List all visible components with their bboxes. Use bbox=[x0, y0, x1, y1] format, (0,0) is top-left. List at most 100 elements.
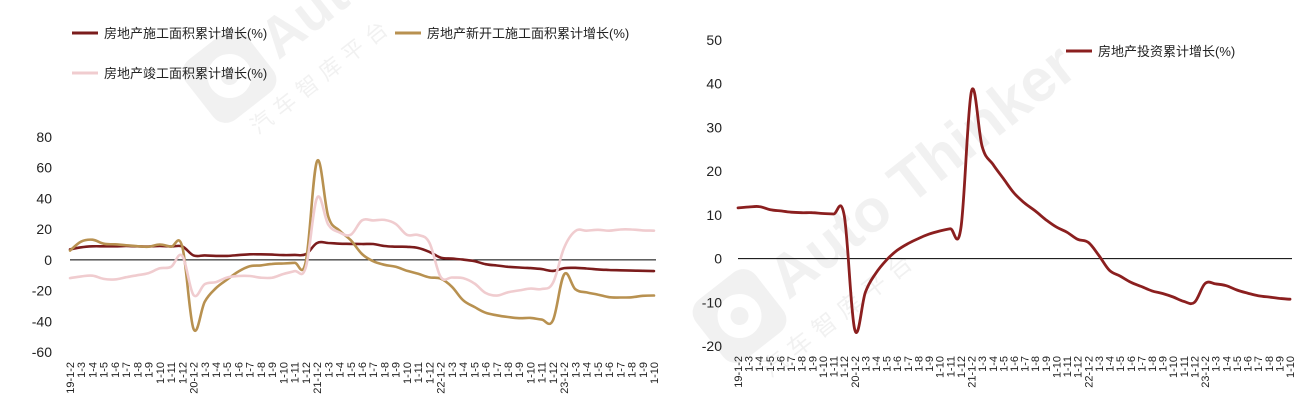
x-tick-label: 1-11 bbox=[1179, 356, 1191, 377]
x-tick-label: 1-8 bbox=[1030, 356, 1042, 372]
x-tick-label: 1-6 bbox=[776, 356, 788, 372]
x-tick-label: 1-4 bbox=[458, 362, 470, 378]
x-tick-label: 1-10 bbox=[278, 362, 290, 384]
x-tick-label: 1-11 bbox=[537, 362, 549, 383]
x-tick-label: 1-5 bbox=[1115, 356, 1127, 372]
series-line bbox=[68, 159, 656, 333]
x-tick-label: 1-6 bbox=[357, 362, 369, 378]
x-tick-label: 1-11 bbox=[290, 362, 302, 383]
x-tick-label: 1-5 bbox=[222, 362, 234, 378]
x-tick-label: 1-9 bbox=[514, 362, 526, 378]
series-line bbox=[68, 240, 656, 273]
x-tick-label: 1-12 bbox=[301, 362, 313, 384]
x-tick-label: 1-7 bbox=[615, 362, 627, 378]
x-tick-label: 1-12 bbox=[839, 356, 851, 378]
x-tick-label: 1-3 bbox=[570, 362, 582, 378]
x-tick-label: 22-1-2 bbox=[436, 362, 448, 394]
x-tick-label: 1-6 bbox=[481, 362, 493, 378]
x-tick-label: 1-6 bbox=[234, 362, 246, 378]
x-tick-label: 1-10 bbox=[526, 362, 538, 384]
x-tick-label: 1-9 bbox=[391, 362, 403, 378]
x-tick-label: 19-1-2 bbox=[733, 356, 745, 388]
x-tick-label: 20-1-2 bbox=[850, 356, 862, 388]
series-line bbox=[736, 87, 1292, 334]
y-tick-label: -40 bbox=[32, 313, 52, 329]
x-tick-label: 1-12 bbox=[177, 362, 189, 384]
x-tick-label: 1-5 bbox=[469, 362, 481, 378]
x-tick-label: 1-11 bbox=[1062, 356, 1074, 377]
x-tick-label: 1-6 bbox=[1009, 356, 1021, 372]
x-tick-label: 1-4 bbox=[1221, 356, 1233, 372]
y-tick-label: 40 bbox=[36, 190, 52, 206]
x-tick-label: 1-7 bbox=[245, 362, 257, 378]
x-tick-label: 1-10 bbox=[818, 356, 830, 378]
y-tick-label: 40 bbox=[706, 76, 722, 92]
x-tick-label: 1-11 bbox=[829, 356, 841, 377]
x-tick-label: 1-12 bbox=[424, 362, 436, 384]
x-tick-label: 1-6 bbox=[110, 362, 122, 378]
chart-right-investment-growth: -20-100102030405019-1-21-31-41-51-61-71-… bbox=[702, 32, 1297, 388]
y-tick-label: 50 bbox=[706, 32, 722, 48]
x-tick-label: 1-4 bbox=[1105, 356, 1117, 372]
legend-label: 房地产施工面积累计增长(%) bbox=[104, 26, 267, 41]
x-tick-label: 1-12 bbox=[1073, 356, 1085, 378]
x-tick-label: 22-1-2 bbox=[1083, 356, 1095, 388]
x-tick-label: 1-9 bbox=[144, 362, 156, 378]
x-tick-label: 1-9 bbox=[1158, 356, 1170, 372]
x-tick-label: 1-8 bbox=[380, 362, 392, 378]
x-tick-label: 1-10 bbox=[935, 356, 947, 378]
x-tick-label: 1-8 bbox=[1147, 356, 1159, 372]
x-tick-label: 21-1-2 bbox=[967, 356, 979, 388]
x-tick-label: 1-6 bbox=[1243, 356, 1255, 372]
y-tick-label: 0 bbox=[44, 252, 52, 268]
x-tick-label: 1-11 bbox=[413, 362, 425, 383]
x-tick-label: 1-10 bbox=[1052, 356, 1064, 378]
x-tick-label: 1-6 bbox=[1126, 356, 1138, 372]
x-tick-label: 1-6 bbox=[604, 362, 616, 378]
x-tick-label: 1-11 bbox=[166, 362, 178, 383]
watermark-text: Auto Thinker bbox=[755, 30, 1088, 311]
y-tick-label: 80 bbox=[36, 129, 52, 145]
x-tick-label: 1-5 bbox=[593, 362, 605, 378]
x-tick-label: 23-1-2 bbox=[1200, 356, 1212, 388]
x-tick-label: 1-7 bbox=[786, 356, 798, 372]
y-tick-label: -20 bbox=[32, 283, 52, 299]
y-tick-label: 60 bbox=[36, 160, 52, 176]
x-tick-label: 1-9 bbox=[807, 356, 819, 372]
x-tick-label: 1-7 bbox=[1253, 356, 1265, 372]
x-tick-label: 1-10 bbox=[649, 362, 661, 384]
x-tick-label: 1-7 bbox=[903, 356, 915, 372]
x-tick-label: 1-10 bbox=[402, 362, 414, 384]
x-tick-label: 1-4 bbox=[754, 356, 766, 372]
x-tick-label: 1-3 bbox=[977, 356, 989, 372]
x-tick-label: 1-9 bbox=[638, 362, 650, 378]
x-tick-label: 1-9 bbox=[924, 356, 936, 372]
x-tick-label: 1-7 bbox=[1136, 356, 1148, 372]
x-tick-label: 1-8 bbox=[797, 356, 809, 372]
x-tick-label: 1-5 bbox=[1232, 356, 1244, 372]
x-tick-label: 1-4 bbox=[988, 356, 1000, 372]
watermark-right: Auto Thinker 汽 车 智 库 平 台 bbox=[692, 30, 1088, 383]
x-tick-label: 1-12 bbox=[956, 356, 968, 378]
x-tick-label: 1-3 bbox=[200, 362, 212, 378]
x-tick-label: 1-12 bbox=[548, 362, 560, 384]
x-tick-label: 1-9 bbox=[267, 362, 279, 378]
legend-label: 房地产新开工施工面积累计增长(%) bbox=[427, 26, 629, 41]
x-tick-label: 1-9 bbox=[1274, 356, 1286, 372]
y-tick-label: -10 bbox=[702, 294, 722, 310]
x-tick-label: 1-5 bbox=[998, 356, 1010, 372]
x-tick-label: 1-3 bbox=[1094, 356, 1106, 372]
x-tick-label: 19-1-2 bbox=[65, 362, 77, 394]
x-tick-label: 1-9 bbox=[1041, 356, 1053, 372]
x-tick-label: 1-7 bbox=[492, 362, 504, 378]
x-tick-label: 23-1-2 bbox=[559, 362, 571, 394]
y-tick-label: 20 bbox=[706, 163, 722, 179]
x-tick-label: 1-10 bbox=[1168, 356, 1180, 378]
x-tick-label: 21-1-2 bbox=[312, 362, 324, 394]
x-tick-label: 1-3 bbox=[76, 362, 88, 378]
x-tick-label: 1-5 bbox=[99, 362, 111, 378]
x-tick-label: 1-8 bbox=[1264, 356, 1276, 372]
x-tick-label: 1-3 bbox=[447, 362, 459, 378]
